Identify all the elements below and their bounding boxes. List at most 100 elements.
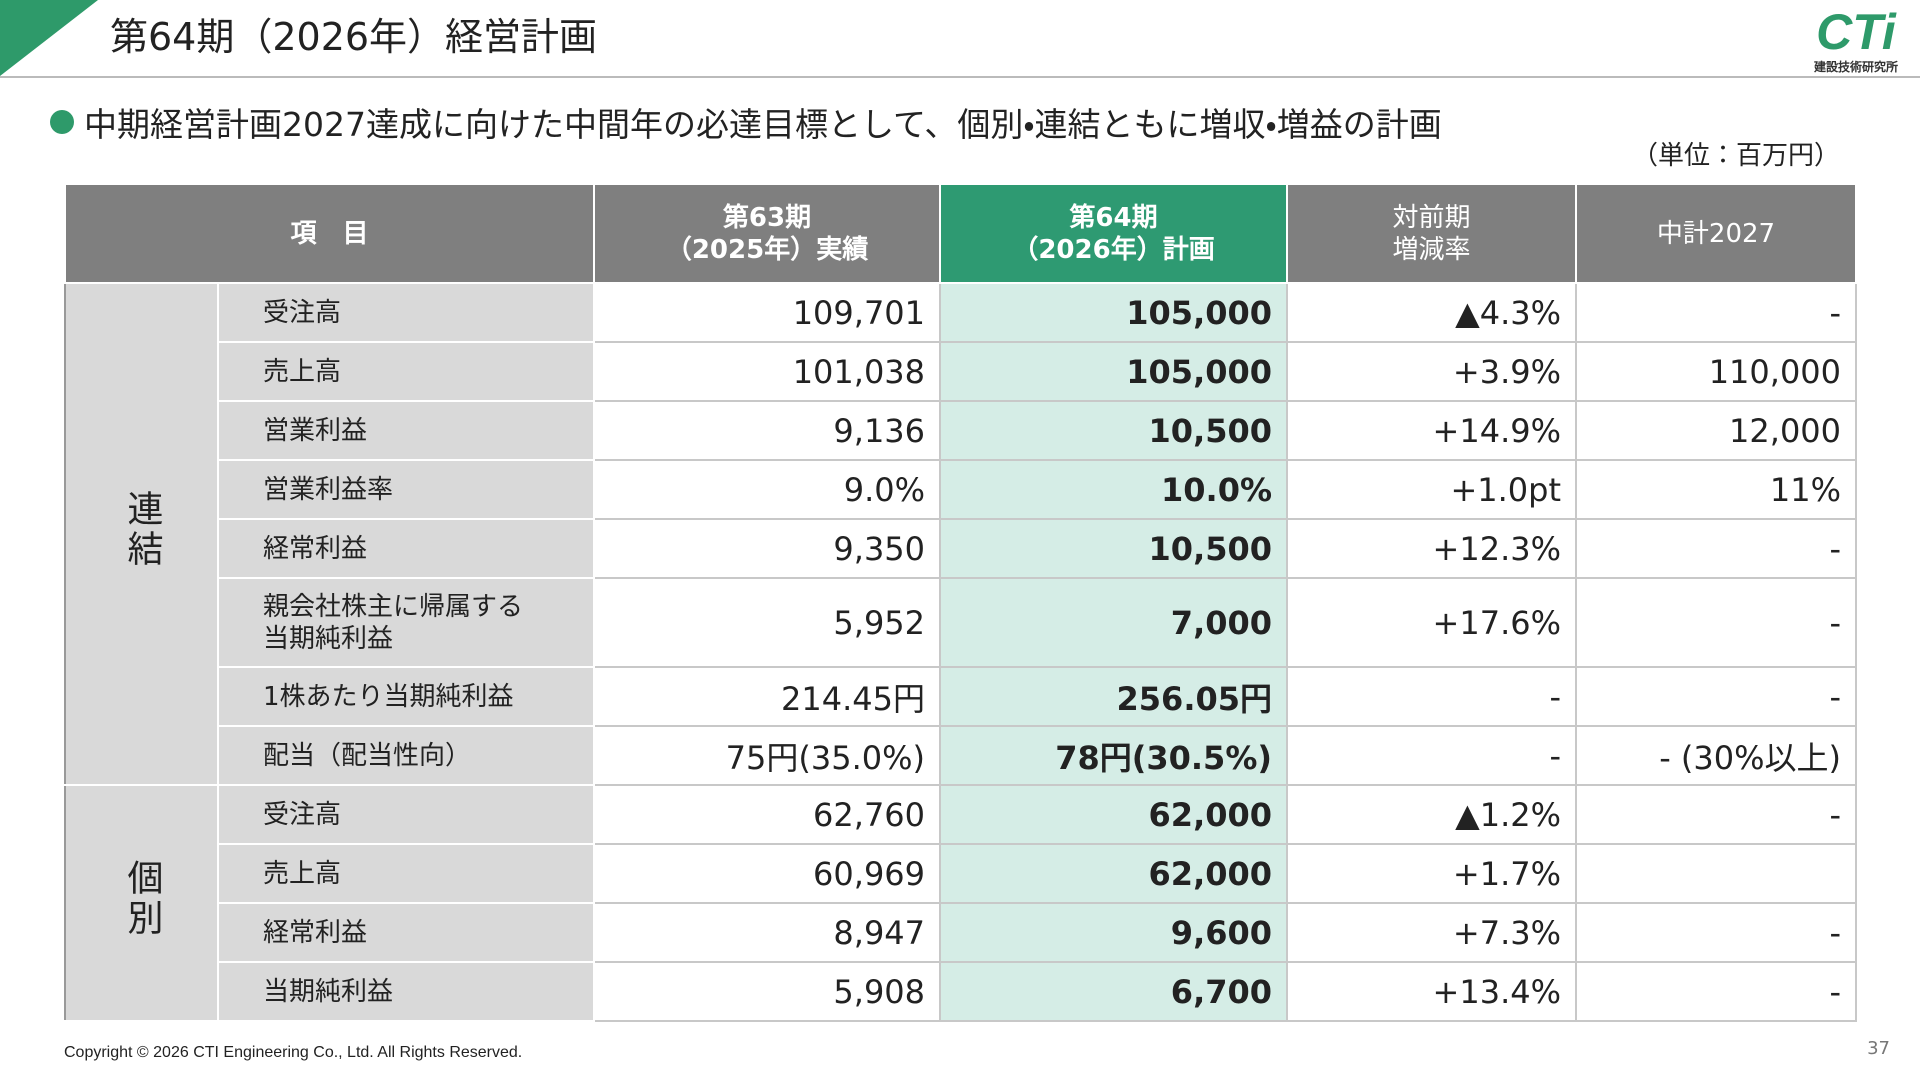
cell: +1.7% [1286,843,1578,904]
group-label: 個別 [64,784,219,1022]
unit-note: （単位：百万円） [1631,141,1840,171]
cell: 62,760 [593,784,942,845]
row-label: 売上高 [216,843,596,904]
row-label: 営業利益 [216,400,596,461]
table-body: 連結 受注高 109,701 105,000 ▲4.3% - 売上高 101,038 105,0… [64,282,1858,1022]
cell: ▲4.3% [1286,282,1578,343]
row-label: 配当（配当性向） [216,725,596,786]
row-label: 親会社株主に帰属する 当期純利益 [216,577,596,668]
cell: 101,038 [593,341,942,402]
cell: +3.9% [1286,341,1578,402]
logo-mark: CTi [1816,4,1896,60]
cell-line: （2025年）実績 [665,234,869,265]
cell: 7,000 [939,577,1289,668]
cell: 78円(30.5%) [939,725,1289,786]
cell: 12,000 [1575,400,1858,461]
cell: 9,350 [593,518,942,579]
cell: - [1575,902,1858,963]
table-row: 営業利益 9,136 10,500 +14.9% 12,000 [65,400,1858,461]
cell-line: （2026年）計画 [1012,234,1215,265]
cell: - (30%以上) [1575,725,1858,786]
cell: +7.3% [1286,902,1578,963]
row-label: 売上高 [216,341,596,402]
cell: 109,701 [593,282,942,343]
cell: 8,947 [593,902,942,963]
cell: 9,600 [939,902,1289,963]
row-label: 経常利益 [216,902,596,963]
table-row: 1株あたり当期純利益 214.45円 256.05円 - - [65,666,1858,727]
cell: 60,969 [593,843,942,904]
row-label: 営業利益率 [216,459,596,520]
cell [1575,843,1858,904]
cell: 62,000 [939,784,1289,845]
table-row: 連結 受注高 109,701 105,000 ▲4.3% - [64,282,1858,786]
cell: 214.45円 [593,666,942,727]
column-header: 項 目 [63,185,596,284]
cell: +14.9% [1286,400,1578,461]
cell-line: 親会社株主に帰属する [263,591,524,622]
group-text: 連結 [121,489,163,570]
column-header: 第64期 （2026年）計画 [939,185,1289,284]
cell: 105,000 [939,341,1289,402]
table-row: 売上高 60,969 62,000 +1.7% [65,843,1858,904]
cell: ▲1.2% [1286,784,1578,845]
cell-line: 第64期 [1069,202,1158,233]
cell-line: 増減率 [1392,234,1471,265]
table-row: 経常利益 9,350 10,500 +12.3% - [65,518,1858,579]
column-header: 中計2027 [1575,185,1858,284]
cell: +17.6% [1286,577,1578,668]
cell: - [1575,577,1858,668]
cell: - [1286,666,1578,727]
cell: 256.05円 [939,666,1289,727]
cell: 10,500 [939,518,1289,579]
logo-text: 建設技術研究所 [1813,60,1898,74]
cell: 5,952 [593,577,942,668]
group-label: 連結 [64,282,219,786]
page-number: 37 [1867,1038,1890,1059]
group-text: 個別 [121,858,163,939]
cell: +12.3% [1286,518,1578,579]
bullet-dot [50,110,74,134]
row-label: 受注高 [216,784,596,845]
cell: 9.0% [593,459,942,520]
cell: - [1575,666,1858,727]
cell-line: 第63期 [722,202,812,233]
cell: 6,700 [939,961,1289,1022]
table-row: 営業利益率 9.0% 10.0% +1.0pt 11% [65,459,1858,520]
cell: - [1286,725,1578,786]
cell: 75円(35.0%) [593,725,942,786]
column-header: 第63期 （2025年）実績 [593,185,942,284]
bullet-text: 中期経営計画2027達成に向けた中間年の必達目標として、個別・連結ともに増収・増… [84,105,1442,144]
column-header: 対前期 増減率 [1286,185,1578,284]
cell: +13.4% [1286,961,1578,1022]
cell: 10,500 [939,400,1289,461]
cell: 105,000 [939,282,1289,343]
cell: 110,000 [1575,341,1858,402]
table-row: 配当（配当性向） 75円(35.0%) 78円(30.5%) - - (30%以上) [65,725,1858,786]
row-label: 当期純利益 [216,961,596,1022]
cell: - [1575,282,1858,343]
row-label: 経常利益 [216,518,596,579]
cell: 9,136 [593,400,942,461]
cell: 5,908 [593,961,942,1022]
plan-table: 項 目第63期 （2025年）実績 第64期 （2026年）計画 対前期 増減率 中計202… [63,185,1858,1022]
corner-triangle [0,0,98,76]
cell: 11% [1575,459,1858,520]
cell-line: 当期純利益 [263,623,394,654]
table-row: 売上高 101,038 105,000 +3.9% 110,000 [65,341,1858,402]
cell: - [1575,961,1858,1022]
copyright: Copyright © 2026 CTI Engineering Co., Lt… [64,1044,523,1061]
row-label: 受注高 [216,282,596,343]
cell-line: 対前期 [1392,202,1471,233]
cell: - [1575,518,1858,579]
cell: +1.0pt [1286,459,1578,520]
table-row: 親会社株主に帰属する 当期純利益 5,952 7,000 +17.6% - [65,577,1858,668]
table-row: 当期純利益 5,908 6,700 +13.4% - [65,961,1858,1022]
cell-line: 項 目 [290,218,369,249]
title: 第64期（2026年）経営計画 [110,15,598,59]
cell: 62,000 [939,843,1289,904]
table-row: 個別 受注高 62,760 62,000 ▲1.2% - [64,784,1858,1022]
cell: - [1575,784,1858,845]
cell-line: 中計2027 [1656,218,1776,249]
table-row: 経常利益 8,947 9,600 +7.3% - [65,902,1858,963]
